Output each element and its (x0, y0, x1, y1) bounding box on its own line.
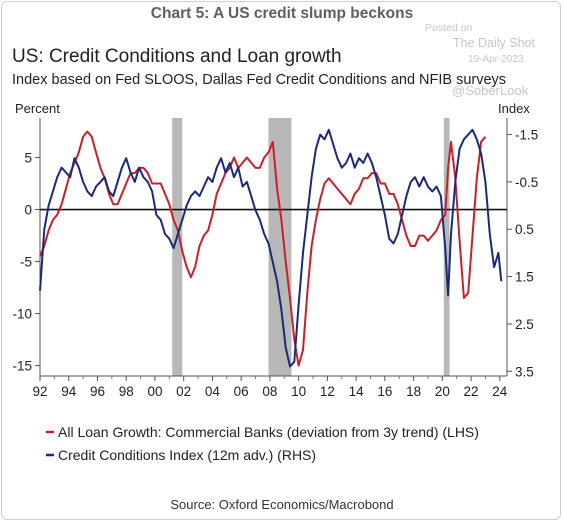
x-tick-label: 10 (291, 384, 306, 399)
series-line-credit-conditions (39, 128, 503, 368)
x-tick-label: 14 (349, 384, 365, 399)
recession-band-2 (443, 118, 450, 376)
x-tick-label: 20 (435, 384, 450, 399)
x-tick-label: 22 (464, 384, 479, 399)
recession-band-1 (268, 118, 292, 376)
y-right-axis-label: Index (498, 101, 530, 116)
series-lines (39, 128, 503, 368)
x-tick-label: 08 (262, 384, 277, 399)
axes: 92 94 96 98 00 02 04 06 08 10 12 14 16 18 20 22 24 5 0 -5 -1… (12, 118, 538, 399)
x-tick-label: 92 (32, 384, 47, 399)
x-tick-label: 96 (90, 384, 105, 399)
chart-subtitle: Index based on Fed SLOOS, Dallas Fed Cre… (12, 72, 507, 88)
x-tick-label: 24 (492, 384, 508, 399)
x-tick-label: 12 (320, 384, 335, 399)
x-tick-label: 18 (406, 384, 421, 399)
y-left-tick-label: -10 (12, 307, 32, 322)
watermark-posted-on: Posted on (425, 22, 473, 34)
x-tick-label: 94 (61, 384, 77, 399)
y-right-tick-label: 1.5 (515, 270, 534, 285)
y-right-tick-label: 0.5 (515, 222, 534, 237)
y-left-axis-label: Percent (15, 101, 60, 116)
chart-title: US: Credit Conditions and Loan growth (12, 46, 342, 67)
watermark-date: 19-Apr-2023 (468, 54, 524, 65)
legend-label-credit-conditions: Credit Conditions Index (12m adv.) (RHS) (58, 447, 316, 463)
x-tick-label: 02 (176, 384, 191, 399)
top-title: Chart 5: A US credit slump beckons (150, 5, 414, 22)
series-line-loan-growth (39, 130, 487, 367)
y-right-tick-label: -0.5 (515, 175, 538, 190)
recession-bands (172, 118, 450, 376)
watermark-handle: @SoberLook (452, 83, 529, 98)
source-note: Source: Oxford Economics/Macrobond (170, 497, 394, 512)
y-left-tick-label: 0 (24, 203, 32, 218)
x-tick-label: 04 (205, 384, 221, 399)
y-right-tick-label: 2.5 (515, 317, 534, 332)
x-tick-label: 16 (377, 384, 392, 399)
legend: All Loan Growth: Commercial Banks (devia… (46, 424, 479, 463)
y-left-tick-label: -5 (20, 255, 32, 270)
y-right-tick-label: -1.5 (515, 128, 538, 143)
y-right-tick-label: 3.5 (515, 364, 534, 379)
x-tick-label: 06 (234, 384, 249, 399)
recession-band-0 (172, 118, 183, 376)
x-tick-label: 00 (147, 384, 162, 399)
watermark-site: The Daily Shot (453, 36, 535, 50)
y-left-tick-label: -15 (12, 359, 32, 374)
y-left-tick-label: 5 (24, 151, 32, 166)
legend-label-loan-growth: All Loan Growth: Commercial Banks (devia… (58, 424, 479, 440)
x-tick-label: 98 (119, 384, 134, 399)
